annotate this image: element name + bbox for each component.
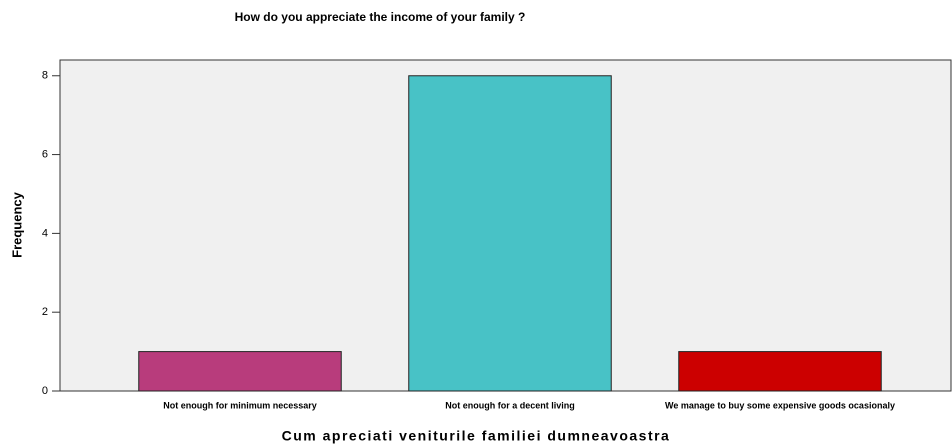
chart-title: How do you appreciate the income of your… — [235, 10, 526, 24]
y-axis-label: Frequency — [9, 191, 24, 258]
bar — [678, 351, 882, 392]
x-tick-label: Not enough for a decent living — [445, 400, 575, 410]
y-tick-label: 2 — [42, 306, 48, 318]
y-tick-label: 6 — [42, 148, 48, 160]
y-tick-label: 4 — [42, 227, 48, 239]
bar — [408, 75, 612, 392]
x-tick-label: Not enough for minimum necessary — [163, 400, 317, 410]
x-tick-label: We manage to buy some expensive goods oc… — [665, 400, 895, 410]
x-axis-label: Cum apreciati veniturile familiei dumnea… — [282, 428, 671, 444]
y-tick-label: 0 — [42, 385, 48, 397]
bar — [138, 351, 342, 392]
y-tick-label: 8 — [42, 70, 48, 82]
